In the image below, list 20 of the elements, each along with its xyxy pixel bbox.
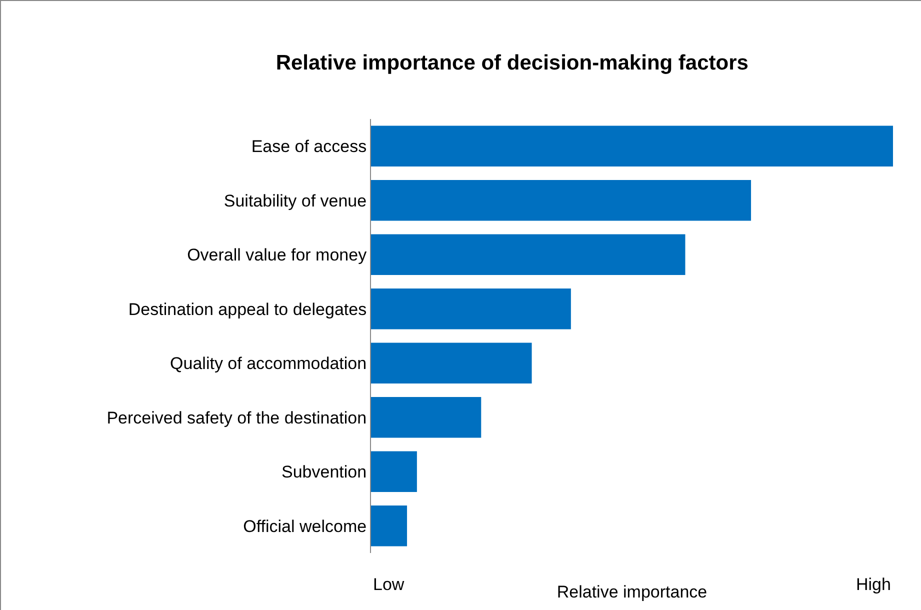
bar: [371, 506, 408, 546]
y-tick-label: Official welcome: [243, 516, 367, 536]
y-tick-label: Overall value for money: [187, 246, 368, 265]
bar: [371, 288, 571, 330]
y-tick-label: Subvention: [282, 462, 367, 482]
y-tick-label: Suitability of venue: [224, 191, 367, 210]
chart-title: Relative importance of decision-making factors: [276, 51, 748, 74]
x-axis-title: Relative importance: [556, 582, 708, 602]
bar: [371, 180, 752, 221]
text: High: [856, 575, 891, 594]
text: Low: [373, 575, 405, 594]
bar: [371, 234, 686, 275]
bar: [371, 342, 532, 384]
bar: [371, 126, 893, 166]
y-tick-label: Ease of access: [251, 137, 367, 156]
bar: [371, 397, 482, 438]
y-tick-label: Quality of accommodation: [170, 354, 367, 374]
bar: [371, 451, 417, 492]
y-tick-label: Perceived safety of the destination: [106, 408, 367, 428]
y-tick-label: Destination appeal to delegates: [128, 300, 367, 319]
